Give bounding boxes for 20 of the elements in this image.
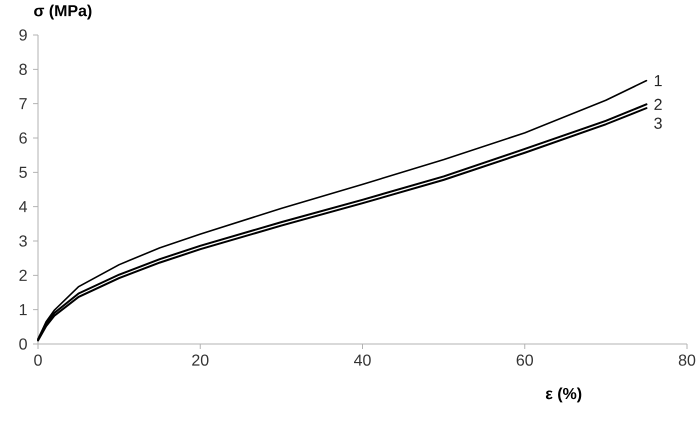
y-tick-label: 2 — [19, 270, 27, 281]
y-tick-label: 1 — [20, 304, 27, 316]
x-tick-label: 20 — [192, 354, 208, 366]
series-label: 1 — [654, 75, 662, 86]
y-tick-label: 7 — [19, 98, 27, 110]
y-tick-label: 9 — [19, 29, 27, 41]
x-tick-label: 40 — [354, 354, 371, 366]
y-axis-title: σ (MPa) — [34, 4, 92, 20]
x-axis-title: ε (%) — [546, 388, 582, 402]
y-tick-label: 5 — [19, 166, 27, 178]
x-tick-label: 60 — [516, 354, 533, 366]
y-tick-label: 8 — [19, 64, 27, 75]
y-tick-label: 3 — [19, 235, 27, 247]
x-tick-label: 80 — [678, 354, 696, 366]
y-tick-label: 4 — [19, 201, 28, 212]
y-tick-label: 6 — [19, 132, 27, 144]
series-label: 2 — [654, 98, 662, 110]
series-label: 3 — [654, 118, 662, 129]
x-tick-label: 0 — [34, 354, 42, 366]
y-tick-label: 0 — [19, 338, 27, 350]
